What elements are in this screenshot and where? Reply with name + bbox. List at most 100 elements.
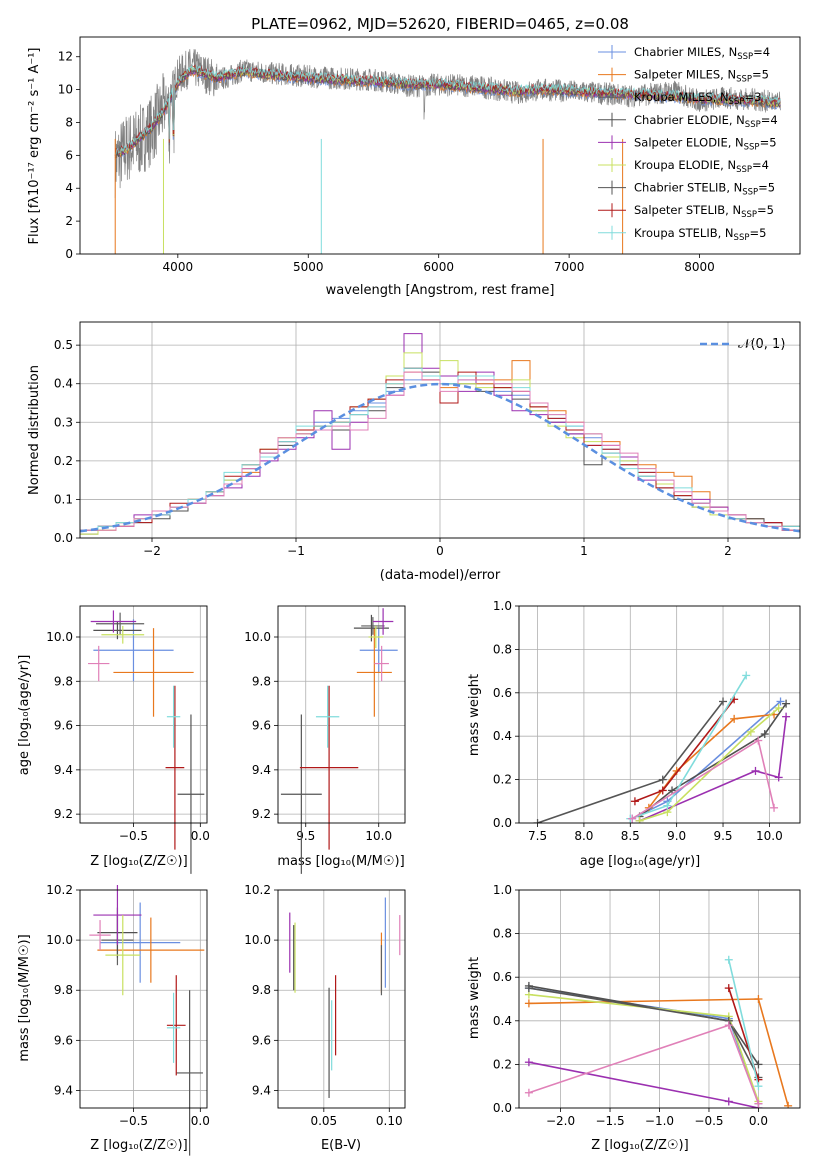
age-weight-xtick-label: 8.5 — [621, 829, 640, 843]
legend-label-rest: =5 — [752, 68, 769, 82]
spectrum-xtick-label: 8000 — [684, 260, 715, 274]
residual-xtick-label: 1 — [580, 544, 588, 558]
legend-label-rest: =5 — [760, 135, 777, 149]
residual-ytick-label: 0.1 — [54, 492, 73, 506]
spectrum-xtick-label: 6000 — [423, 260, 454, 274]
z-weight-xtick-label: −2.0 — [546, 1114, 575, 1128]
ebv-mass-xtick-label: 0.05 — [310, 1114, 337, 1128]
residual-ylabel: Normed distribution — [27, 365, 42, 495]
z-age-xtick-label: −0.5 — [119, 829, 148, 843]
spectrum-ytick-label: 6 — [65, 148, 73, 162]
ebv-mass-ytick-label: 10.2 — [244, 883, 271, 897]
spectrum-model-line-kroupa_stelib — [114, 64, 781, 155]
ebv-mass-ytick-label: 9.8 — [252, 983, 271, 997]
age-weight-ylabel: mass weight — [467, 674, 482, 756]
age-weight-xtick-label: 10.0 — [756, 829, 783, 843]
legend-label-rest: =3 — [744, 90, 761, 104]
age-weight-ytick-label: 0.6 — [493, 686, 512, 700]
z-age-ytick-label: 10.0 — [46, 630, 73, 644]
residual-xlabel: (data-model)/error — [380, 568, 501, 583]
z-mass-ylabel: mass [log₁₀(M/M☉)] — [17, 934, 32, 1061]
age-weight-lines — [533, 671, 791, 823]
legend-label: Chabrier STELIB, NSSP=5 — [634, 181, 775, 198]
age-weight-ytick-label: 0.4 — [493, 729, 512, 743]
spectrum-ylabel: Flux [fλ10⁻¹⁷ erg cm⁻² s⁻¹ A⁻¹] — [27, 48, 42, 245]
mass-age-ytick-label: 10.0 — [244, 630, 271, 644]
z-mass-ytick-label: 9.4 — [54, 1083, 73, 1097]
z-weight-xtick-label: −1.0 — [645, 1114, 674, 1128]
spectrum-xtick-label: 7000 — [554, 260, 585, 274]
z-mass-xtick-label: −0.5 — [119, 1114, 148, 1128]
residual-xtick-label: −2 — [143, 544, 161, 558]
spectrum-ytick-label: 2 — [65, 214, 73, 228]
legend-label: Salpeter ELODIE, NSSP=5 — [634, 135, 777, 152]
ebv-mass-ytick-label: 9.6 — [252, 1033, 271, 1047]
age-weight-ytick-label: 0.2 — [493, 773, 512, 787]
z-age-ytick-label: 9.8 — [54, 674, 73, 688]
mass-age-frame — [277, 605, 406, 824]
z-weight-xtick-label: −0.5 — [694, 1114, 723, 1128]
legend-label: Chabrier MILES, NSSP=4 — [634, 45, 770, 62]
residual-ytick-label: 0.4 — [54, 377, 73, 391]
mass-age-xlabel: mass [log₁₀(M/M☉)] — [277, 854, 404, 869]
age-weight-line-kroupa_elodie — [639, 707, 780, 822]
z-weight-ytick-label: 0.2 — [493, 1057, 512, 1071]
z-age-frame — [79, 605, 208, 824]
z-mass-frame — [79, 889, 208, 1109]
legend-subscript: SSP — [745, 120, 761, 130]
residual-hist-pink — [80, 371, 800, 538]
z-weight-ylabel: mass weight — [467, 957, 482, 1039]
legend-label-rest: =5 — [757, 203, 774, 217]
spectrum-ytick-label: 0 — [65, 247, 73, 261]
legend-label: Salpeter STELIB, NSSP=5 — [634, 203, 774, 220]
residual-xtick-label: 2 — [724, 544, 732, 558]
legend-label-rest: =4 — [753, 45, 770, 59]
z-weight-line-kroupa_stelib — [728, 959, 760, 1087]
age-weight-line-salpeter_elodie — [639, 716, 787, 822]
ebv-mass-xtick-label: 0.10 — [376, 1114, 403, 1128]
z-mass-xlabel: Z [log₁₀(Z/Z☉)] — [90, 1138, 187, 1153]
z-weight-xlabel: Z [log₁₀(Z/Z☉)] — [591, 1138, 688, 1153]
mass-age-ytick-label: 9.4 — [252, 763, 271, 777]
age-weight-xlabel: age [log₁₀(age/yr)] — [580, 854, 701, 869]
z-mass-ytick-label: 10.2 — [46, 883, 73, 897]
z-mass-ytick-label: 9.8 — [54, 983, 73, 997]
z-age-ytick-label: 9.2 — [54, 807, 73, 821]
z-age-ylabel: age [log₁₀(age/yr)] — [17, 655, 32, 776]
mass-age-xtick-label: 9.5 — [296, 829, 315, 843]
mass-age-ytick-label: 9.6 — [252, 719, 271, 733]
age-weight-xtick-label: 9.0 — [667, 829, 686, 843]
spectrum-xlabel: wavelength [Angstrom, rest frame] — [326, 283, 555, 298]
age-weight-xtick-label: 7.5 — [528, 829, 547, 843]
legend-subscript: SSP — [736, 75, 752, 85]
z-mass-ytick-label: 9.6 — [54, 1033, 73, 1047]
residual-ytick-label: 0.5 — [54, 338, 73, 352]
residual-xtick-label: −1 — [287, 544, 305, 558]
legend-label: Kroupa ELODIE, NSSP=4 — [634, 158, 769, 175]
spectrum-frame — [79, 36, 801, 255]
residual-ytick-label: 0.3 — [54, 415, 73, 429]
ebv-mass-xlabel: E(B-V) — [321, 1138, 361, 1153]
z-weight-ytick-label: 0.8 — [493, 927, 512, 941]
z-age-xtick-label: 0.0 — [191, 829, 210, 843]
spectrum-xtick-label: 5000 — [293, 260, 324, 274]
z-weight-ytick-label: 0.0 — [493, 1101, 512, 1115]
residual-ytick-label: 0.0 — [54, 531, 73, 545]
legend-label-rest: =5 — [749, 226, 766, 240]
mass-age-ytick-label: 9.2 — [252, 807, 271, 821]
residual-ytick-label: 0.2 — [54, 454, 73, 468]
z-weight-xtick-label: 0.0 — [749, 1114, 768, 1128]
z-weight-ytick-label: 0.6 — [493, 970, 512, 984]
age-weight-ytick-label: 0.8 — [493, 642, 512, 656]
age-weight-ytick-label: 1.0 — [493, 599, 512, 613]
legend-label: Salpeter MILES, NSSP=5 — [634, 68, 769, 85]
ebv-mass-ytick-label: 9.4 — [252, 1083, 271, 1097]
residual-xtick-label: 0 — [436, 544, 444, 558]
gaussian-curve — [80, 382, 800, 533]
age-weight-ytick-label: 0.0 — [493, 816, 512, 830]
spectrum-xtick-label: 4000 — [163, 260, 194, 274]
z-age-xlabel: Z [log₁₀(Z/Z☉)] — [90, 854, 187, 869]
